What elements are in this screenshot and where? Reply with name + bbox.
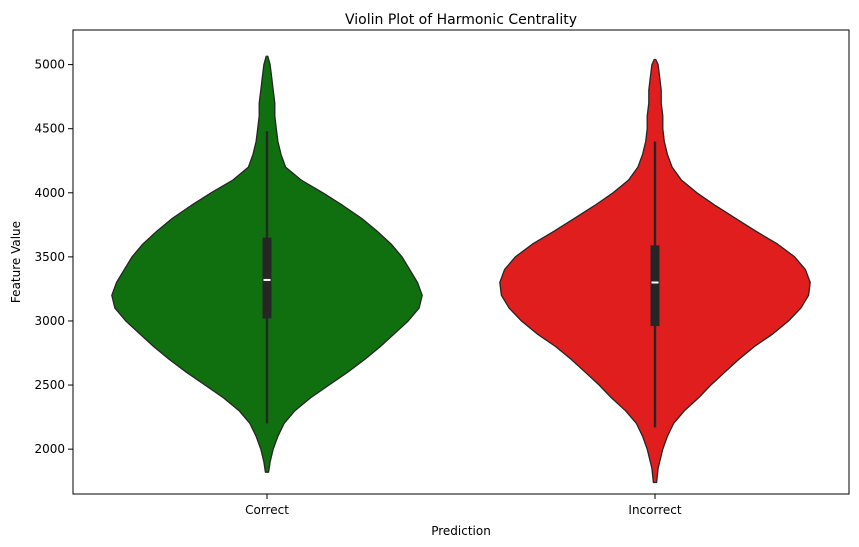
iqr-box-incorrect: [650, 245, 660, 327]
x-axis-label: Prediction: [431, 524, 491, 538]
x-axis: Correct Incorrect: [245, 494, 682, 517]
y-tick-label: 4500: [34, 122, 65, 136]
plot-area: [111, 55, 811, 484]
y-tick-label: 3500: [34, 250, 65, 264]
y-tick-label: 2000: [34, 442, 65, 456]
x-tick-label: Incorrect: [628, 503, 681, 517]
axes-frame: [72, 29, 850, 495]
y-tick-label: 2500: [34, 378, 65, 392]
chart-title: Violin Plot of Harmonic Centrality: [345, 12, 577, 28]
y-axis-label: Feature Value: [9, 221, 23, 303]
y-tick-label: 5000: [34, 58, 65, 72]
y-axis: 2000 2500 3000 3500 4000 4500 5000: [34, 58, 73, 456]
y-tick-label: 3000: [34, 314, 65, 328]
y-tick-label: 4000: [34, 186, 65, 200]
iqr-box-correct: [262, 237, 272, 319]
x-tick-label: Correct: [245, 503, 289, 517]
